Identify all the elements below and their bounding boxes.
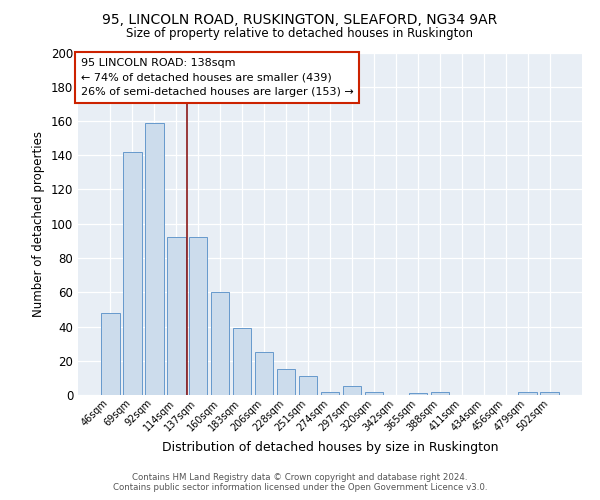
- Text: Size of property relative to detached houses in Ruskington: Size of property relative to detached ho…: [127, 28, 473, 40]
- Bar: [409, 394, 427, 395]
- Bar: [320, 392, 340, 395]
- Bar: [299, 376, 317, 395]
- Bar: [541, 392, 559, 395]
- Text: 95, LINCOLN ROAD, RUSKINGTON, SLEAFORD, NG34 9AR: 95, LINCOLN ROAD, RUSKINGTON, SLEAFORD, …: [103, 12, 497, 26]
- Bar: [431, 392, 449, 395]
- Bar: [167, 238, 185, 395]
- Bar: [189, 238, 208, 395]
- Bar: [123, 152, 142, 395]
- Bar: [343, 386, 361, 395]
- Bar: [101, 313, 119, 395]
- Bar: [145, 122, 164, 395]
- Y-axis label: Number of detached properties: Number of detached properties: [32, 130, 45, 317]
- Bar: [277, 370, 295, 395]
- Bar: [233, 328, 251, 395]
- Text: Contains HM Land Registry data © Crown copyright and database right 2024.
Contai: Contains HM Land Registry data © Crown c…: [113, 473, 487, 492]
- Bar: [365, 392, 383, 395]
- X-axis label: Distribution of detached houses by size in Ruskington: Distribution of detached houses by size …: [162, 441, 498, 454]
- Text: 95 LINCOLN ROAD: 138sqm
← 74% of detached houses are smaller (439)
26% of semi-d: 95 LINCOLN ROAD: 138sqm ← 74% of detache…: [80, 58, 353, 97]
- Bar: [255, 352, 274, 395]
- Bar: [211, 292, 229, 395]
- Bar: [518, 392, 537, 395]
